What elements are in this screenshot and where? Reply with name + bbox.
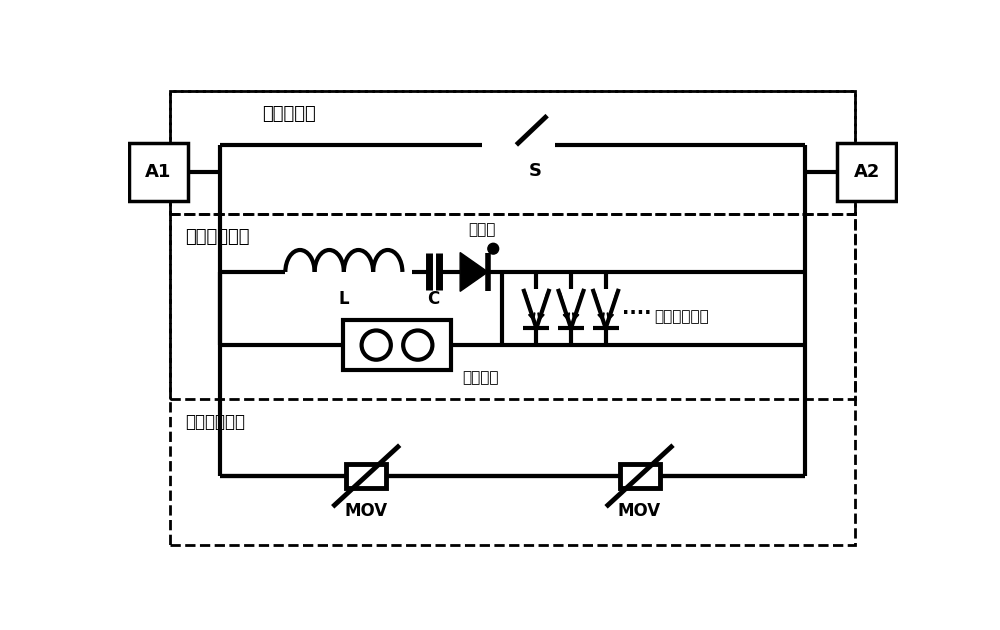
Bar: [129, 142, 188, 201]
Text: C: C: [427, 290, 440, 308]
Text: L: L: [339, 290, 349, 308]
Text: MOV: MOV: [345, 501, 388, 520]
Bar: [170, 91, 855, 546]
Text: 电力电子组件: 电力电子组件: [655, 309, 709, 324]
Polygon shape: [460, 253, 488, 291]
Bar: [837, 142, 896, 201]
Text: MOV: MOV: [618, 501, 661, 520]
Bar: [170, 214, 855, 399]
Circle shape: [488, 243, 499, 254]
Bar: [620, 464, 660, 488]
Text: A1: A1: [145, 163, 171, 181]
Text: 电流转移支路: 电流转移支路: [185, 228, 250, 246]
Text: ....: ....: [622, 299, 651, 318]
Bar: [170, 91, 855, 214]
Text: 能量吸收支路: 能量吸收支路: [185, 413, 245, 431]
Bar: [343, 320, 451, 370]
Text: A2: A2: [854, 163, 880, 181]
Text: 晶闸管: 晶闸管: [468, 222, 495, 237]
Text: 主电流回路: 主电流回路: [262, 105, 316, 123]
Text: 触发开关: 触发开关: [462, 370, 499, 385]
Text: S: S: [529, 162, 542, 180]
Bar: [346, 464, 386, 488]
